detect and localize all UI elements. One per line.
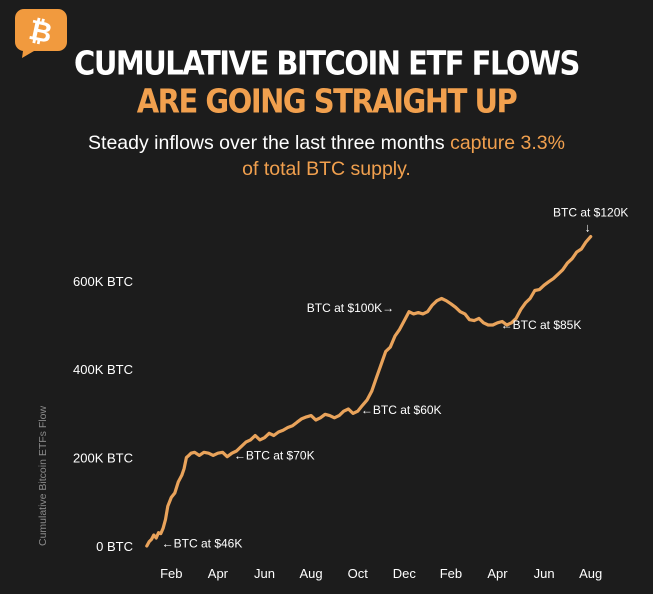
x-tick-label: Aug bbox=[579, 566, 602, 581]
headline-line-2: ARE GOING STRAIGHT UP bbox=[136, 81, 518, 121]
x-tick-label: Dec bbox=[393, 566, 417, 581]
subtitle-highlight-text: capture 3.3% bbox=[450, 132, 565, 154]
y-tick-label: 400K BTC bbox=[73, 362, 133, 377]
annotation-arrow: ↓ bbox=[585, 221, 591, 235]
x-tick-label: Aug bbox=[300, 566, 323, 581]
x-tick-label: Oct bbox=[348, 566, 369, 581]
series-line bbox=[145, 235, 593, 548]
x-tick-label: Apr bbox=[208, 566, 229, 581]
annotation-label: BTC at $100K→ bbox=[307, 301, 394, 315]
y-tick-label: 0 BTC bbox=[96, 539, 133, 554]
annotation-label: ←BTC at $46K bbox=[162, 536, 243, 550]
subtitle-plain-text: Steady inflows over the last three month… bbox=[88, 132, 451, 154]
x-tick-label: Apr bbox=[487, 566, 508, 581]
x-tick-label: Feb bbox=[440, 566, 462, 581]
annotation-label: ←BTC at $60K bbox=[361, 403, 442, 417]
x-tick-label: Jun bbox=[534, 566, 555, 581]
x-tick-label: Jun bbox=[254, 566, 275, 581]
annotation-label: ←BTC at $70K bbox=[234, 448, 315, 462]
subtitle-line-2: of total BTC supply. bbox=[242, 158, 411, 180]
annotation-label: BTC at $120K bbox=[553, 206, 628, 220]
headline-line-1: CUMULATIVE BITCOIN ETF FLOWS bbox=[74, 43, 580, 83]
y-tick-label: 200K BTC bbox=[73, 451, 133, 466]
bitcoin-logo-icon: ₿ bbox=[14, 9, 68, 58]
y-axis-title: Cumulative Bitcoin ETFs Flow bbox=[37, 406, 49, 546]
subtitle-line-1: Steady inflows over the last three month… bbox=[0, 129, 653, 157]
logo-speech-bubble bbox=[14, 9, 68, 58]
x-tick-label: Feb bbox=[160, 566, 182, 581]
y-tick-label: 600K BTC bbox=[73, 274, 133, 289]
annotation-label: ←BTC at $85K bbox=[501, 318, 582, 332]
